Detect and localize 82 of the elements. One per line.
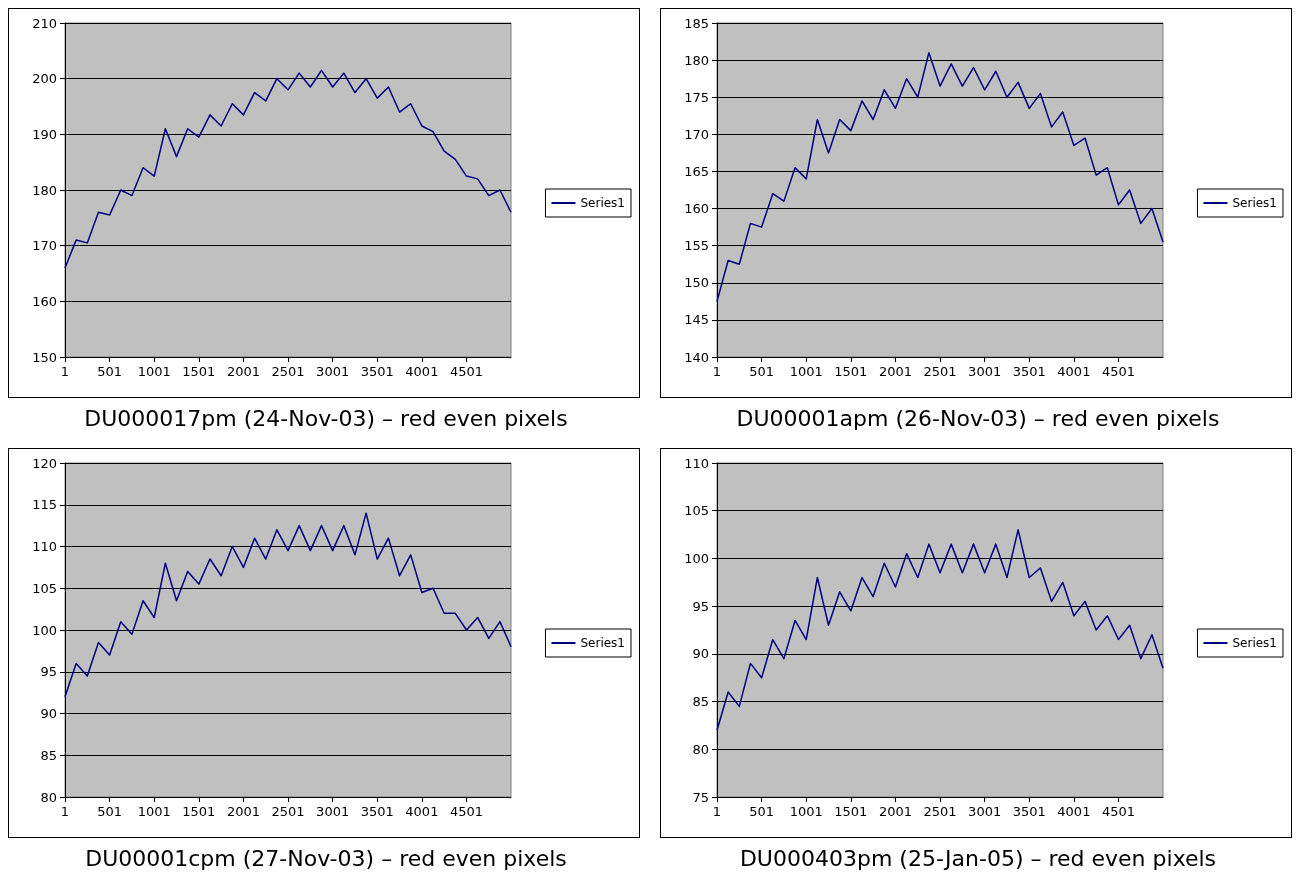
x-tick-label: 1001 — [789, 804, 823, 819]
x-tick-label: 3501 — [360, 364, 394, 379]
x-tick-label: 1001 — [137, 804, 171, 819]
x-tick-label: 2501 — [271, 804, 305, 819]
y-tick-label: 185 — [684, 15, 709, 31]
y-tick-label: 150 — [684, 275, 709, 291]
x-tick-label: 3501 — [1012, 364, 1046, 379]
y-tick-label: 140 — [684, 349, 709, 365]
y-tick-label: 115 — [32, 497, 57, 513]
x-tick-label: 4501 — [449, 364, 484, 379]
y-tick-label: 155 — [684, 238, 709, 254]
x-tick-label: 2501 — [923, 804, 957, 819]
y-tick-label: 170 — [32, 238, 57, 254]
x-tick-label: 1 — [60, 364, 70, 379]
x-tick-label: 4001 — [1057, 364, 1091, 379]
y-tick-label: 95 — [40, 664, 57, 680]
x-tick-label: 501 — [749, 364, 775, 379]
y-tick-label: 105 — [32, 580, 57, 596]
x-tick-label: 1 — [712, 804, 722, 819]
x-tick-label: 4501 — [449, 804, 484, 819]
x-tick-label: 4501 — [1101, 364, 1136, 379]
x-tick-label: 3501 — [360, 804, 394, 819]
y-tick-label: 150 — [32, 349, 57, 365]
y-tick-label: 175 — [684, 89, 709, 105]
x-tick-label: 2001 — [226, 364, 260, 379]
y-tick-label: 160 — [684, 201, 709, 217]
legend-label: Series1 — [1232, 636, 1278, 650]
y-tick-label: 120 — [32, 455, 57, 471]
x-tick-label: 1 — [60, 804, 70, 819]
y-tick-label: 80 — [40, 789, 57, 805]
x-tick-label: 1501 — [182, 804, 216, 819]
x-tick-label: 2001 — [226, 804, 260, 819]
y-tick-label: 110 — [32, 539, 57, 554]
y-tick-label: 145 — [684, 312, 709, 328]
text: DU00001cpm (27-Nov-03) – red even pixels — [84, 846, 568, 871]
x-tick-label: 2501 — [923, 364, 957, 379]
text: DU000017pm (24-Nov-03) – red even pixels — [83, 406, 569, 431]
y-tick-label: 110 — [684, 455, 709, 471]
x-tick-label: 3001 — [316, 364, 350, 379]
x-tick-label: 3001 — [968, 804, 1002, 819]
text: DU00001apm (26-Nov-03) – red even pixels — [735, 406, 1221, 431]
x-tick-label: 4001 — [405, 804, 439, 819]
y-tick-label: 90 — [40, 706, 57, 721]
y-tick-label: 80 — [692, 741, 709, 757]
y-tick-label: 210 — [32, 15, 57, 31]
y-tick-label: 90 — [692, 646, 709, 662]
x-tick-label: 4001 — [405, 364, 439, 379]
x-tick-label: 1001 — [137, 364, 171, 379]
y-tick-label: 95 — [692, 598, 709, 614]
x-tick-label: 1501 — [182, 364, 216, 379]
y-tick-label: 160 — [32, 293, 57, 309]
x-tick-label: 3501 — [1012, 804, 1046, 819]
x-tick-label: 2001 — [878, 804, 912, 819]
x-tick-label: 1 — [712, 364, 722, 379]
y-tick-label: 200 — [32, 71, 57, 87]
x-tick-label: 4501 — [1101, 804, 1136, 819]
legend-label: Series1 — [580, 636, 626, 650]
y-tick-label: 85 — [692, 694, 709, 710]
legend-label: Series1 — [1232, 196, 1278, 210]
y-tick-label: 100 — [32, 622, 57, 638]
x-tick-label: 1501 — [834, 364, 868, 379]
y-tick-label: 170 — [684, 126, 709, 142]
x-tick-label: 3001 — [316, 804, 350, 819]
x-tick-label: 2501 — [271, 364, 305, 379]
legend-label: Series1 — [580, 196, 626, 210]
y-tick-label: 75 — [692, 789, 709, 805]
y-tick-label: 165 — [684, 163, 709, 179]
y-tick-label: 105 — [684, 503, 709, 519]
x-tick-label: 2001 — [878, 364, 912, 379]
x-tick-label: 4001 — [1057, 804, 1091, 819]
y-tick-label: 180 — [32, 182, 57, 198]
x-tick-label: 501 — [97, 804, 123, 819]
y-tick-label: 85 — [40, 747, 57, 763]
y-tick-label: 190 — [32, 126, 57, 142]
x-tick-label: 501 — [749, 804, 775, 819]
y-tick-label: 180 — [684, 52, 709, 68]
x-tick-label: 1001 — [789, 364, 823, 379]
x-tick-label: 3001 — [968, 364, 1002, 379]
x-tick-label: 1501 — [834, 804, 868, 819]
y-tick-label: 100 — [684, 550, 709, 566]
x-tick-label: 501 — [97, 364, 123, 379]
text: DU000403pm (25-Jan-05) – red even pixels — [738, 846, 1218, 871]
